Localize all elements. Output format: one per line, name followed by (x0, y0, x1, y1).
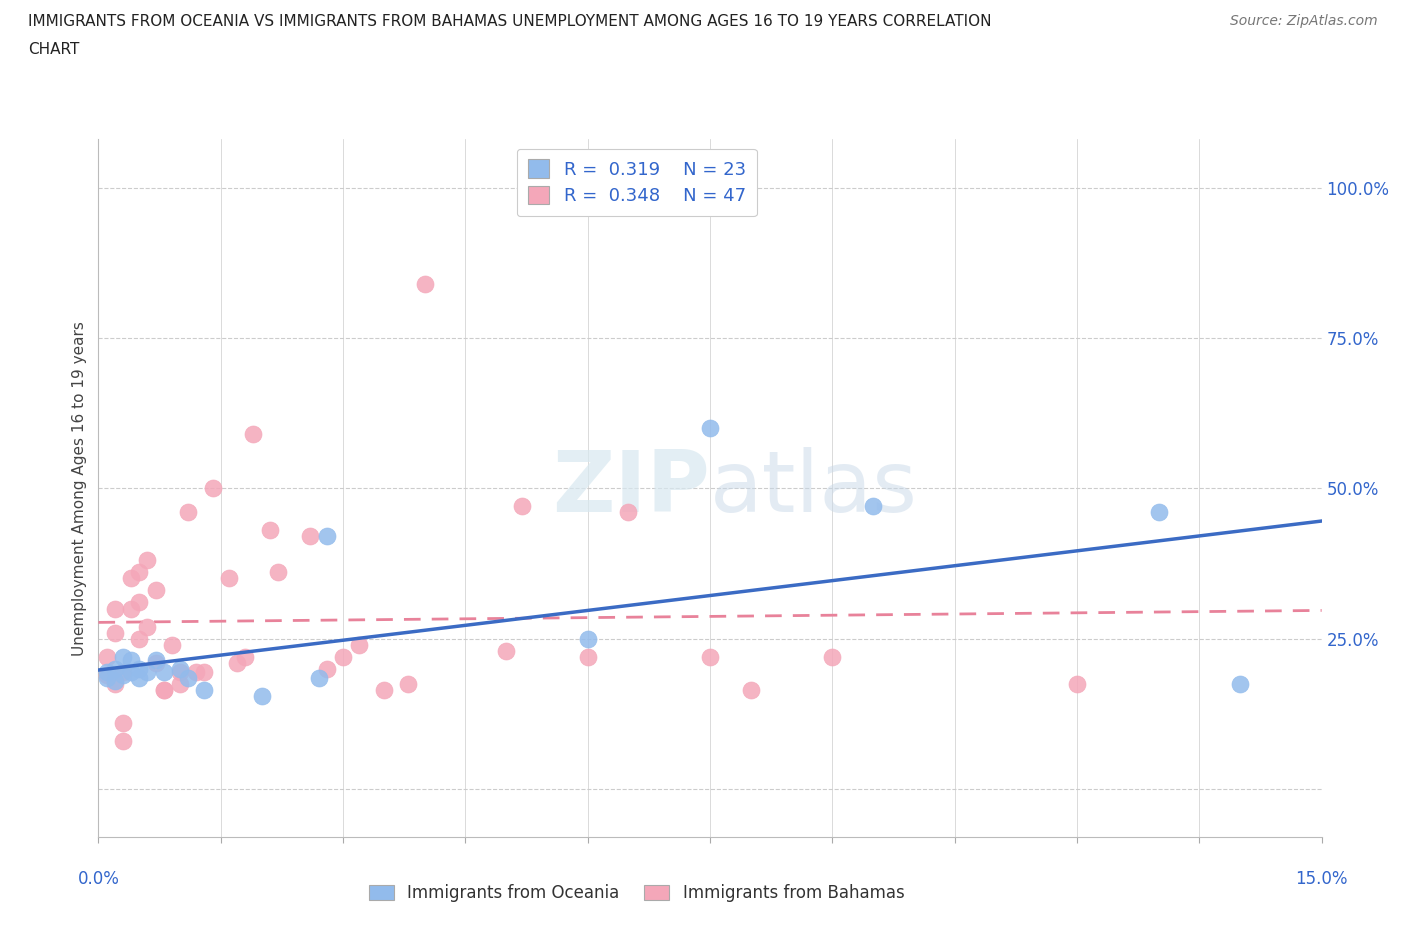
Point (740, 683, 762, 698)
Point (495, 644, 517, 658)
Point (299, 529, 322, 544)
Point (120, 664, 142, 679)
Text: 15.0%: 15.0% (1295, 870, 1348, 888)
Point (104, 601, 127, 616)
Point (512, 498, 534, 513)
Point (169, 661, 191, 676)
Point (152, 664, 174, 679)
Point (145, 583, 167, 598)
Point (413, 276, 436, 291)
Text: IMMIGRANTS FROM OCEANIA VS IMMIGRANTS FROM BAHAMAS UNEMPLOYMENT AMONG AGES 16 TO: IMMIGRANTS FROM OCEANIA VS IMMIGRANTS FR… (28, 14, 991, 29)
Point (250, 688, 273, 703)
Point (349, 637, 371, 652)
Point (145, 652, 167, 667)
Point (104, 676, 127, 691)
Point (259, 523, 281, 538)
Point (120, 571, 142, 586)
Point (160, 637, 183, 652)
Point (177, 505, 200, 520)
Point (96, 664, 118, 679)
Point (201, 481, 224, 496)
Point (169, 676, 191, 691)
Point (373, 683, 395, 698)
Point (1066, 676, 1088, 691)
Text: ZIP: ZIP (553, 446, 710, 530)
Point (233, 649, 256, 664)
Point (1147, 505, 1170, 520)
Point (862, 498, 884, 513)
Point (699, 649, 721, 664)
Point (152, 683, 174, 698)
Text: Source: ZipAtlas.com: Source: ZipAtlas.com (1230, 14, 1378, 28)
Point (128, 595, 150, 610)
Point (104, 661, 127, 676)
Point (111, 664, 134, 679)
Point (177, 671, 200, 685)
Point (104, 673, 127, 688)
Point (136, 553, 159, 568)
Point (128, 661, 150, 676)
Y-axis label: Unemployment Among Ages 16 to 19 years: Unemployment Among Ages 16 to 19 years (72, 321, 87, 656)
Point (821, 649, 844, 664)
Point (193, 683, 215, 698)
Point (111, 667, 134, 682)
Text: atlas: atlas (710, 446, 918, 530)
Point (136, 664, 159, 679)
Point (169, 664, 191, 679)
Point (315, 661, 337, 676)
Point (315, 529, 337, 544)
Point (152, 683, 174, 698)
Point (145, 656, 167, 671)
Point (396, 676, 419, 691)
Point (120, 601, 142, 616)
Text: CHART: CHART (28, 42, 80, 57)
Point (104, 625, 127, 640)
Point (120, 652, 142, 667)
Point (111, 715, 134, 730)
Point (96, 649, 118, 664)
Point (332, 649, 354, 664)
Point (576, 649, 599, 664)
Point (128, 631, 150, 646)
Point (1229, 676, 1251, 691)
Point (186, 664, 208, 679)
Point (128, 671, 150, 685)
Point (576, 631, 599, 646)
Point (699, 420, 721, 435)
Point (136, 619, 159, 634)
Point (617, 505, 640, 520)
Point (128, 565, 150, 580)
Legend: Immigrants from Oceania, Immigrants from Bahamas: Immigrants from Oceania, Immigrants from… (363, 878, 911, 909)
Point (226, 656, 249, 671)
Point (193, 664, 215, 679)
Point (267, 565, 290, 580)
Point (111, 649, 134, 664)
Point (308, 671, 330, 685)
Text: 0.0%: 0.0% (77, 870, 120, 888)
Point (111, 734, 134, 749)
Point (96, 667, 118, 682)
Point (96, 671, 118, 685)
Point (218, 571, 240, 586)
Point (242, 427, 264, 442)
